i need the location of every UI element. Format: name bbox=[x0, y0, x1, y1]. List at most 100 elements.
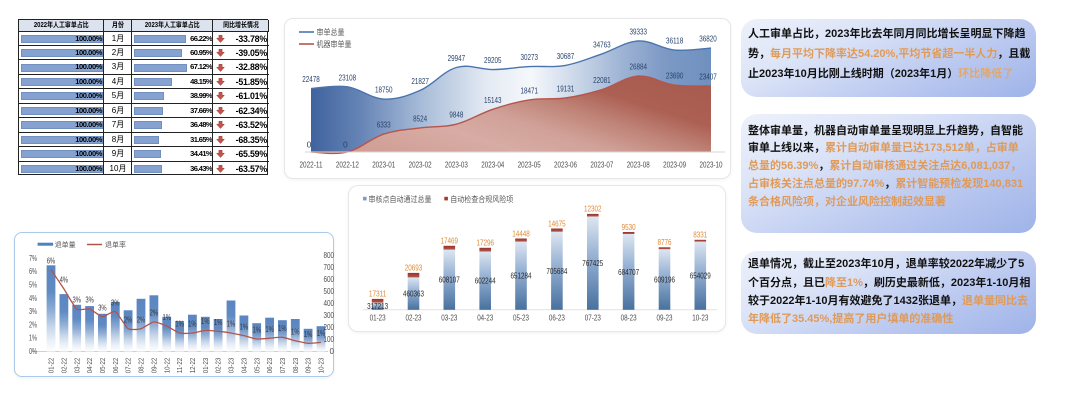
svg-text:01-23: 01-23 bbox=[203, 358, 210, 374]
svg-text:609196: 609196 bbox=[654, 275, 675, 285]
svg-text:04-23: 04-23 bbox=[477, 314, 493, 323]
svg-text:30273: 30273 bbox=[520, 52, 538, 62]
svg-text:2023-01: 2023-01 bbox=[372, 161, 395, 170]
svg-text:12-22: 12-22 bbox=[190, 358, 197, 374]
svg-text:17311: 17311 bbox=[369, 289, 387, 299]
svg-text:6%: 6% bbox=[47, 255, 56, 265]
svg-text:01-23: 01-23 bbox=[370, 314, 386, 323]
svg-text:01-22: 01-22 bbox=[49, 358, 56, 374]
svg-text:05-22: 05-22 bbox=[100, 358, 107, 374]
svg-text:04-23: 04-23 bbox=[242, 358, 249, 374]
svg-text:14675: 14675 bbox=[548, 218, 566, 228]
svg-text:09-23: 09-23 bbox=[657, 314, 673, 323]
svg-text:07-23: 07-23 bbox=[280, 358, 287, 374]
svg-text:1%: 1% bbox=[214, 317, 223, 327]
svg-text:654029: 654029 bbox=[690, 271, 711, 281]
svg-text:自动检查合规风险项: 自动检查合规风险项 bbox=[450, 194, 513, 204]
svg-text:2%: 2% bbox=[124, 314, 133, 324]
svg-text:767425: 767425 bbox=[582, 258, 603, 268]
svg-text:22478: 22478 bbox=[302, 74, 320, 84]
svg-text:2%: 2% bbox=[137, 314, 146, 324]
svg-text:1%: 1% bbox=[252, 325, 261, 335]
svg-text:20693: 20693 bbox=[405, 263, 423, 273]
svg-text:8776: 8776 bbox=[658, 237, 672, 247]
svg-text:08-23: 08-23 bbox=[293, 358, 300, 374]
svg-text:3%: 3% bbox=[29, 307, 37, 316]
svg-text:18750: 18750 bbox=[375, 85, 393, 95]
svg-text:3%: 3% bbox=[85, 295, 94, 305]
svg-text:608107: 608107 bbox=[439, 275, 460, 285]
svg-text:11-22: 11-22 bbox=[177, 358, 184, 374]
svg-text:6%: 6% bbox=[29, 267, 37, 276]
svg-text:23108: 23108 bbox=[339, 72, 357, 82]
svg-text:400: 400 bbox=[324, 299, 335, 308]
svg-text:1%: 1% bbox=[29, 334, 37, 343]
svg-text:10-23: 10-23 bbox=[692, 314, 708, 323]
svg-text:08-22: 08-22 bbox=[139, 358, 146, 374]
svg-text:22081: 22081 bbox=[593, 75, 611, 85]
svg-text:1%: 1% bbox=[201, 316, 210, 326]
svg-text:10-23: 10-23 bbox=[319, 358, 326, 374]
svg-text:审单总量: 审单总量 bbox=[317, 27, 345, 37]
svg-text:23407: 23407 bbox=[699, 71, 717, 81]
svg-text:12302: 12302 bbox=[584, 204, 602, 214]
svg-text:29947: 29947 bbox=[448, 53, 466, 63]
svg-text:3%: 3% bbox=[72, 295, 81, 305]
svg-text:2022-11: 2022-11 bbox=[300, 161, 323, 170]
svg-text:14448: 14448 bbox=[512, 228, 530, 238]
svg-text:0: 0 bbox=[330, 347, 335, 356]
svg-text:2023-04: 2023-04 bbox=[481, 161, 504, 170]
svg-text:3%: 3% bbox=[111, 297, 120, 307]
svg-text:2%: 2% bbox=[29, 320, 37, 329]
svg-text:651284: 651284 bbox=[511, 271, 532, 281]
svg-text:2%: 2% bbox=[150, 308, 159, 318]
svg-text:2022-12: 2022-12 bbox=[336, 161, 359, 170]
svg-text:07-22: 07-22 bbox=[126, 358, 133, 374]
svg-text:7%: 7% bbox=[29, 254, 37, 263]
svg-text:1%: 1% bbox=[240, 321, 249, 331]
svg-text:34763: 34763 bbox=[593, 39, 611, 49]
svg-text:1%: 1% bbox=[265, 324, 274, 334]
svg-text:30687: 30687 bbox=[557, 51, 575, 61]
svg-text:100: 100 bbox=[324, 335, 335, 344]
svg-text:684707: 684707 bbox=[618, 267, 639, 277]
svg-text:02-22: 02-22 bbox=[62, 358, 69, 374]
svg-text:5%: 5% bbox=[29, 281, 37, 290]
svg-text:500: 500 bbox=[324, 287, 335, 296]
svg-text:705684: 705684 bbox=[546, 266, 567, 276]
svg-text:1%: 1% bbox=[227, 319, 236, 329]
svg-text:04-22: 04-22 bbox=[87, 358, 94, 374]
svg-text:2023-10: 2023-10 bbox=[700, 161, 723, 170]
svg-text:15143: 15143 bbox=[484, 95, 502, 105]
svg-text:18471: 18471 bbox=[520, 85, 538, 95]
svg-text:8524: 8524 bbox=[413, 113, 427, 123]
svg-text:4%: 4% bbox=[60, 275, 69, 285]
svg-text:1%: 1% bbox=[317, 328, 326, 338]
svg-text:07-23: 07-23 bbox=[585, 314, 601, 323]
svg-text:2023-08: 2023-08 bbox=[627, 161, 650, 170]
svg-text:300: 300 bbox=[324, 311, 335, 320]
svg-text:21827: 21827 bbox=[411, 76, 429, 86]
svg-text:03-23: 03-23 bbox=[441, 314, 457, 323]
svg-text:退单量: 退单量 bbox=[55, 240, 76, 249]
svg-text:23690: 23690 bbox=[666, 71, 684, 81]
svg-text:1%: 1% bbox=[188, 319, 197, 329]
svg-text:09-23: 09-23 bbox=[306, 358, 313, 374]
svg-text:3%: 3% bbox=[98, 302, 107, 312]
svg-text:9848: 9848 bbox=[449, 110, 463, 120]
svg-text:36820: 36820 bbox=[699, 34, 717, 44]
svg-text:10-22: 10-22 bbox=[164, 358, 171, 374]
svg-text:6333: 6333 bbox=[377, 120, 391, 130]
svg-text:2023-05: 2023-05 bbox=[518, 161, 541, 170]
svg-text:200: 200 bbox=[324, 323, 335, 332]
svg-text:09-22: 09-22 bbox=[152, 358, 159, 374]
svg-text:39333: 39333 bbox=[629, 27, 647, 37]
svg-text:机器审单量: 机器审单量 bbox=[317, 39, 352, 49]
svg-text:700: 700 bbox=[324, 263, 335, 272]
svg-text:1%: 1% bbox=[304, 329, 313, 339]
svg-text:9530: 9530 bbox=[622, 222, 636, 232]
svg-text:2023-09: 2023-09 bbox=[663, 161, 686, 170]
svg-text:26884: 26884 bbox=[629, 62, 647, 72]
svg-text:0%: 0% bbox=[29, 347, 37, 356]
svg-text:审核点自动通过总量: 审核点自动通过总量 bbox=[369, 194, 432, 204]
